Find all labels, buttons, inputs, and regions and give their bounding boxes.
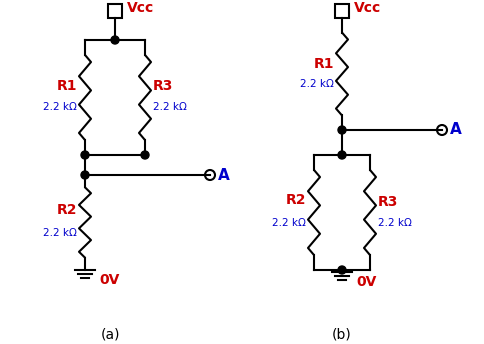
Text: R2: R2 xyxy=(286,193,306,207)
Text: 2.2 kΩ: 2.2 kΩ xyxy=(300,79,334,89)
Text: A: A xyxy=(450,122,462,138)
Text: R1: R1 xyxy=(314,57,334,71)
Text: 2.2 kΩ: 2.2 kΩ xyxy=(43,227,77,237)
Text: A: A xyxy=(218,168,230,183)
Text: Vcc: Vcc xyxy=(354,1,381,15)
Circle shape xyxy=(338,151,346,159)
Circle shape xyxy=(338,266,346,274)
Circle shape xyxy=(111,36,119,44)
Text: Vcc: Vcc xyxy=(127,1,154,15)
Text: R2: R2 xyxy=(57,204,77,217)
Bar xyxy=(108,4,122,18)
Circle shape xyxy=(338,126,346,134)
Text: 0V: 0V xyxy=(99,273,120,287)
Circle shape xyxy=(81,151,89,159)
Text: 0V: 0V xyxy=(356,275,377,289)
Text: 2.2 kΩ: 2.2 kΩ xyxy=(272,217,306,227)
Text: R1: R1 xyxy=(57,78,77,93)
Bar xyxy=(335,4,349,18)
Text: (a): (a) xyxy=(100,328,120,342)
Circle shape xyxy=(81,171,89,179)
Text: R3: R3 xyxy=(153,78,173,93)
Text: 2.2 kΩ: 2.2 kΩ xyxy=(378,217,412,227)
Text: (b): (b) xyxy=(332,328,352,342)
Text: R3: R3 xyxy=(378,195,398,209)
Text: 2.2 kΩ: 2.2 kΩ xyxy=(43,103,77,112)
Text: 2.2 kΩ: 2.2 kΩ xyxy=(153,103,187,112)
Circle shape xyxy=(141,151,149,159)
